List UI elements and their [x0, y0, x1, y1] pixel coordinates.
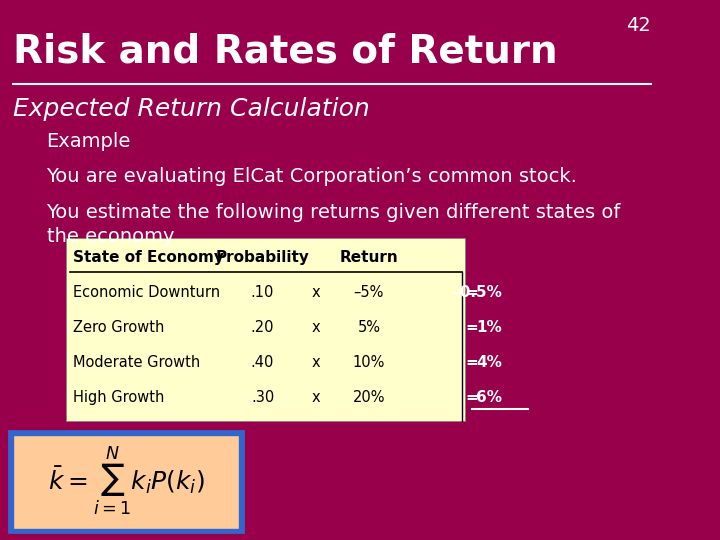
Text: =: = — [465, 285, 478, 300]
FancyBboxPatch shape — [9, 431, 243, 532]
Text: Economic Downturn: Economic Downturn — [73, 285, 220, 300]
Text: Moderate Growth: Moderate Growth — [73, 355, 200, 370]
Text: Zero Growth: Zero Growth — [73, 320, 164, 335]
Text: Return: Return — [339, 250, 398, 265]
Text: =: = — [465, 355, 478, 370]
Text: State of Economy: State of Economy — [73, 250, 224, 265]
Text: Risk and Rates of Return: Risk and Rates of Return — [13, 32, 558, 70]
Text: .40: .40 — [251, 355, 274, 370]
Text: High Growth: High Growth — [73, 390, 164, 406]
Text: x: x — [311, 285, 320, 300]
Text: .30: .30 — [251, 390, 274, 406]
Text: 5%: 5% — [357, 320, 380, 335]
Text: x: x — [311, 355, 320, 370]
Text: Example: Example — [47, 132, 131, 151]
Text: $\bar{k} = \sum_{i=1}^{N} k_i P(k_i)$: $\bar{k} = \sum_{i=1}^{N} k_i P(k_i)$ — [48, 446, 205, 518]
Text: 20%: 20% — [353, 390, 385, 406]
Text: .20: .20 — [251, 320, 274, 335]
Text: =: = — [465, 320, 478, 335]
FancyBboxPatch shape — [66, 238, 465, 421]
Text: 42: 42 — [626, 16, 652, 35]
Text: =: = — [465, 390, 478, 406]
Text: Probability: Probability — [215, 250, 310, 265]
Text: x: x — [311, 320, 320, 335]
Text: .10: .10 — [251, 285, 274, 300]
Text: 4%: 4% — [476, 355, 502, 370]
Text: You are evaluating ElCat Corporation’s common stock.: You are evaluating ElCat Corporation’s c… — [47, 167, 577, 186]
Text: –0.5%: –0.5% — [452, 285, 502, 300]
Text: You estimate the following returns given different states of
the economy: You estimate the following returns given… — [47, 202, 621, 246]
Text: 1%: 1% — [476, 320, 502, 335]
Text: x: x — [311, 390, 320, 406]
FancyBboxPatch shape — [13, 435, 239, 529]
Text: Expected Return Calculation: Expected Return Calculation — [13, 97, 370, 121]
Text: 6%: 6% — [476, 390, 502, 406]
Text: –5%: –5% — [354, 285, 384, 300]
Text: 10%: 10% — [353, 355, 385, 370]
